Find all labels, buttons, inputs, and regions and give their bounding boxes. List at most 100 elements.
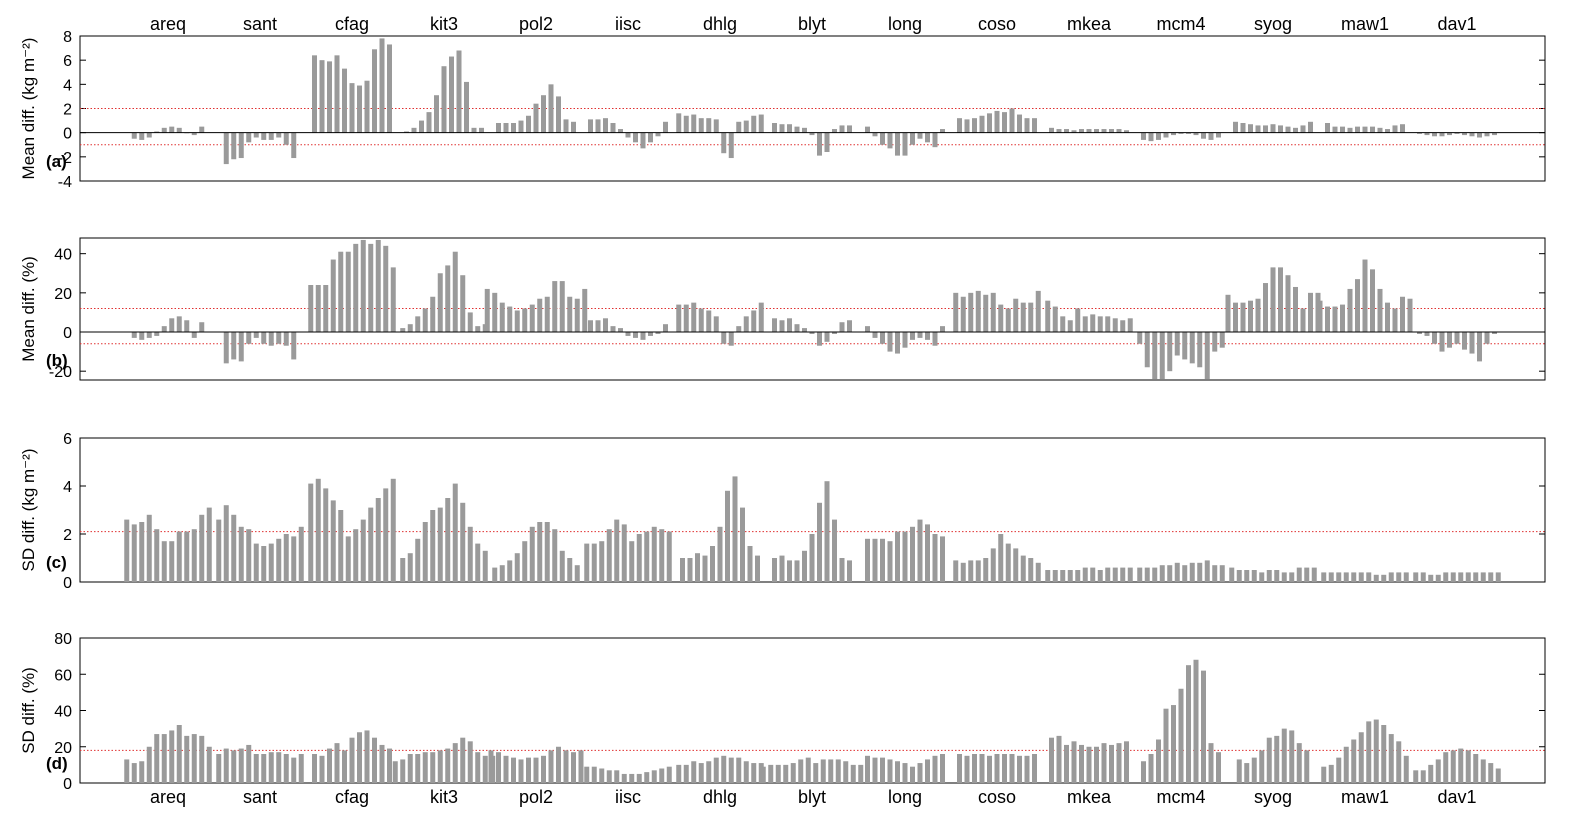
bar-syog (1251, 570, 1257, 582)
bar-coso (957, 754, 962, 783)
bar-mcm4 (1208, 132, 1214, 140)
bar-mcm4 (1193, 132, 1199, 136)
bar-long (872, 757, 878, 783)
bar-sant (276, 752, 282, 783)
bar-mcm4 (1156, 132, 1161, 140)
bar-dav1 (1447, 132, 1452, 136)
bar-dhlg (728, 332, 734, 346)
site-label-bottom-pol2: pol2 (519, 787, 553, 807)
bar-kit3 (449, 56, 454, 133)
bar-iisc (610, 326, 616, 333)
bar-mkea (1101, 743, 1107, 783)
bar-maw1 (1343, 572, 1349, 582)
bar-kit3 (445, 265, 451, 333)
bar-coso (1013, 548, 1019, 582)
bar-mkea (1094, 129, 1099, 133)
bar-pol2 (563, 750, 569, 783)
bar-cfag (334, 743, 340, 783)
bar-dhlg (706, 310, 712, 333)
site-label-bottom-blyt: blyt (798, 787, 826, 807)
bar-sant (276, 332, 282, 344)
bar-syog (1259, 572, 1265, 582)
site-label-bottom-maw1: maw1 (1341, 787, 1389, 807)
bar-long (865, 126, 870, 133)
bar-iisc (640, 132, 646, 149)
bar-mkea (1071, 130, 1077, 133)
bar-mcm4 (1201, 132, 1206, 139)
bar-cfag (315, 478, 321, 582)
bar-mkea (1090, 314, 1096, 333)
bar-mcm4 (1163, 132, 1169, 138)
bar-iisc (588, 119, 593, 133)
bar-coso (1002, 754, 1007, 783)
bar-sant (291, 132, 297, 159)
bar-sant (223, 505, 229, 582)
bar-dav1 (1473, 572, 1479, 582)
bar-syog (1289, 572, 1295, 582)
bar-maw1 (1381, 574, 1387, 582)
bar-dhlg (721, 755, 727, 783)
bar-mcm4 (1174, 562, 1180, 582)
y-tick-label: 0 (63, 575, 72, 592)
bar-coso (964, 119, 970, 133)
bar-cfag (375, 239, 381, 333)
site-label-bottom-cfag: cfag (335, 787, 369, 807)
bar-dhlg (710, 546, 715, 582)
bar-maw1 (1388, 572, 1394, 582)
bar-sant (253, 132, 259, 138)
site-label-bottom-mkea: mkea (1067, 787, 1112, 807)
bar-sant (283, 754, 289, 783)
bar-syog (1281, 572, 1287, 582)
bar-iisc (655, 332, 661, 334)
bar-sant (246, 132, 252, 143)
bar-long (880, 757, 885, 783)
bar-kit3 (460, 502, 466, 582)
bar-areq (191, 132, 197, 136)
bar-dav1 (1488, 763, 1494, 783)
bar-long (940, 754, 945, 783)
bar-syog (1300, 308, 1306, 333)
bar-syog (1229, 567, 1235, 582)
bar-mkea (1082, 567, 1088, 582)
bar-cfag (308, 483, 314, 582)
bar-blyt (802, 328, 807, 333)
bar-dhlg (725, 490, 730, 582)
bar-dhlg (755, 555, 760, 582)
bar-areq (176, 316, 182, 333)
bar-blyt (783, 764, 789, 783)
bar-pol2 (537, 298, 543, 333)
bar-long (865, 538, 870, 582)
bar-cfag (387, 44, 392, 133)
bar-dhlg (717, 526, 723, 582)
bar-iisc (636, 773, 642, 783)
bar-dhlg (691, 761, 697, 783)
bar-blyt (787, 560, 792, 582)
bar-syog (1240, 302, 1246, 333)
bar-areq (191, 734, 197, 783)
bar-dhlg (713, 316, 719, 333)
bar-cfag (383, 488, 389, 582)
bar-pol2 (578, 750, 584, 783)
bar-dhlg (687, 558, 693, 582)
bar-mkea (1105, 316, 1111, 333)
bar-iisc (659, 768, 665, 783)
bar-pol2 (537, 522, 543, 582)
bar-dav1 (1420, 770, 1426, 783)
bar-syog (1255, 298, 1261, 333)
bar-blyt (832, 129, 837, 133)
bar-kit3 (475, 326, 481, 333)
bar-pol2 (559, 281, 565, 333)
bar-syog (1304, 750, 1310, 783)
bar-maw1 (1321, 572, 1327, 582)
bar-dhlg (728, 132, 734, 159)
bar-areq (124, 759, 130, 783)
bar-iisc (636, 534, 642, 582)
bar-kit3 (445, 498, 451, 582)
bar-iisc (591, 766, 597, 783)
bar-maw1 (1385, 129, 1390, 133)
bar-dav1 (1477, 132, 1482, 138)
bar-kit3 (415, 754, 421, 783)
bar-blyt (790, 763, 796, 783)
bar-sant (283, 332, 289, 346)
